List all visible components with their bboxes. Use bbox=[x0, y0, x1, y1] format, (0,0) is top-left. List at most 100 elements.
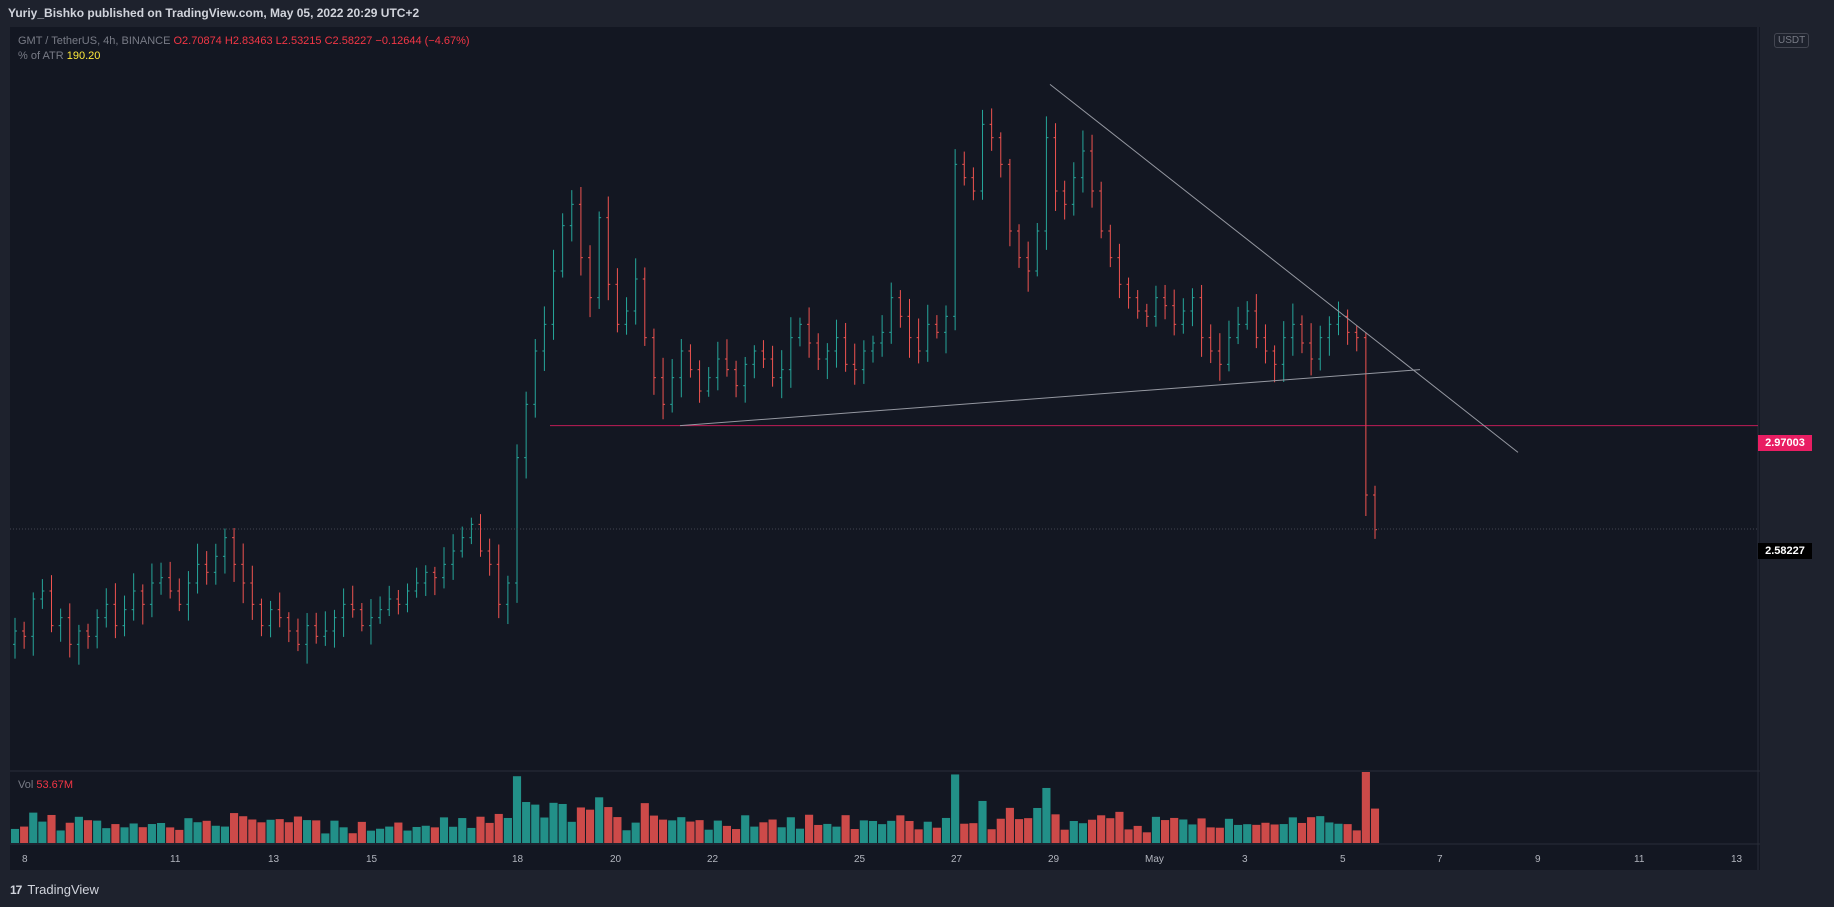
volume-bar bbox=[220, 826, 229, 843]
chart-svg[interactable]: 4.300004.200004.100004.000003.900003.800… bbox=[10, 27, 1760, 870]
volume-bar bbox=[805, 814, 814, 843]
chart-legend: GMT / TetherUS, 4h, BINANCE O2.70874 H2.… bbox=[18, 34, 470, 64]
volume-value: 53.67M bbox=[36, 779, 74, 791]
chart-area[interactable]: 4.300004.200004.100004.000003.900003.800… bbox=[10, 27, 1760, 870]
volume-bar bbox=[914, 829, 923, 843]
volume-bar bbox=[1334, 823, 1343, 843]
volume-bar bbox=[540, 817, 549, 843]
volume-bar bbox=[786, 817, 795, 843]
currency-badge[interactable]: USDT bbox=[1774, 33, 1810, 48]
time-tick-label: 8 bbox=[22, 854, 28, 865]
resistance-trendline bbox=[1049, 83, 1519, 453]
volume-bar bbox=[275, 819, 284, 843]
last-price-badge: 2.58227 bbox=[1758, 543, 1812, 559]
volume-bar bbox=[1307, 817, 1316, 843]
volume-bar bbox=[868, 820, 878, 843]
volume-bar bbox=[485, 822, 494, 843]
volume-bar bbox=[695, 820, 704, 843]
volume-bar bbox=[312, 820, 321, 843]
tv-logo-icon: 17 bbox=[10, 882, 22, 897]
volume-bar bbox=[476, 816, 485, 843]
tradingview-brand: TradingView bbox=[27, 882, 99, 897]
volume-bar bbox=[1325, 822, 1334, 843]
published-header: Yuriy_Bishko published on TradingView.co… bbox=[0, 0, 1834, 26]
volume-bar bbox=[284, 822, 293, 843]
volume-bar bbox=[458, 818, 467, 843]
volume-bar bbox=[83, 820, 93, 843]
time-tick-label: 7 bbox=[1437, 854, 1443, 865]
volume-label: Vol bbox=[18, 779, 34, 791]
volume-bar bbox=[1097, 815, 1106, 843]
volume-bar bbox=[1206, 827, 1215, 843]
volume-bar bbox=[887, 820, 896, 843]
time-tick-label: May bbox=[1145, 854, 1164, 865]
volume-bar bbox=[932, 827, 941, 843]
volume-bar bbox=[166, 827, 175, 843]
volume-bar bbox=[622, 830, 631, 843]
volume-bar bbox=[1069, 821, 1078, 843]
volume-bar bbox=[604, 807, 613, 843]
volume-bar bbox=[1033, 807, 1042, 843]
volume-bar bbox=[1115, 811, 1124, 843]
close-value: C2.58227 bbox=[324, 35, 373, 47]
volume-bar bbox=[1124, 829, 1133, 843]
volume-bar bbox=[239, 816, 248, 843]
volume-bar bbox=[1261, 822, 1270, 843]
volume-bar bbox=[65, 822, 74, 843]
volume-bar bbox=[522, 802, 531, 843]
time-tick-label: 11 bbox=[170, 854, 181, 865]
volume-bar bbox=[777, 827, 786, 843]
volume-bar bbox=[366, 830, 376, 843]
volume-bar bbox=[613, 817, 622, 843]
volume-bar bbox=[722, 825, 732, 843]
atr-value: 190.20 bbox=[66, 50, 101, 62]
tradingview-logo[interactable]: 17 TradingView bbox=[10, 882, 99, 897]
volume-bar bbox=[832, 826, 841, 843]
volume-bar bbox=[640, 803, 649, 843]
time-tick-label: 11 bbox=[1634, 854, 1645, 865]
atr-row: % of ATR 190.20 bbox=[18, 49, 470, 64]
volume-bar bbox=[1161, 820, 1170, 843]
high-value: H2.83463 bbox=[224, 35, 273, 47]
volume-bar bbox=[941, 817, 951, 843]
volume-bar bbox=[20, 826, 29, 843]
atr-label: % of ATR bbox=[18, 50, 64, 62]
volume-legend: Vol 53.67M bbox=[18, 779, 73, 791]
volume-bar bbox=[394, 822, 403, 843]
low-value: L2.53215 bbox=[275, 35, 322, 47]
volume-bar bbox=[567, 821, 576, 843]
volume-bar bbox=[1188, 824, 1197, 843]
volume-bar bbox=[1297, 822, 1307, 843]
time-tick-label: 22 bbox=[707, 854, 719, 865]
volume-bar bbox=[1005, 807, 1014, 843]
volume-bar bbox=[193, 822, 202, 843]
volume-bar bbox=[1170, 817, 1179, 843]
volume-bar bbox=[439, 817, 449, 843]
volume-bar bbox=[1243, 824, 1252, 843]
volume-bar bbox=[1051, 814, 1060, 843]
volume-bar bbox=[376, 828, 385, 843]
volume-bar bbox=[449, 826, 458, 843]
volume-bar bbox=[1370, 808, 1380, 843]
volume-bar bbox=[175, 829, 184, 843]
volume-bar bbox=[1361, 772, 1370, 843]
volume-bar bbox=[1179, 819, 1188, 843]
volume-bar bbox=[741, 815, 750, 843]
time-tick-label: 13 bbox=[268, 854, 280, 865]
volume-bar bbox=[704, 829, 713, 843]
volume-bar bbox=[677, 817, 686, 843]
volume-bar bbox=[905, 820, 914, 843]
volume-bar bbox=[896, 815, 905, 843]
volume-bar bbox=[56, 830, 65, 843]
volume-bar bbox=[1151, 816, 1161, 843]
open-value: O2.70874 bbox=[173, 35, 222, 47]
symbol-row: GMT / TetherUS, 4h, BINANCE O2.70874 H2.… bbox=[18, 34, 470, 49]
volume-bar bbox=[138, 827, 147, 843]
volume-bar bbox=[1316, 816, 1325, 843]
volume-bar bbox=[321, 833, 330, 843]
volume-bar bbox=[266, 819, 275, 843]
volume-bar bbox=[1288, 817, 1297, 843]
volume-bar bbox=[1078, 823, 1087, 843]
volume-bar bbox=[211, 825, 220, 843]
volume-bar bbox=[1343, 824, 1352, 843]
